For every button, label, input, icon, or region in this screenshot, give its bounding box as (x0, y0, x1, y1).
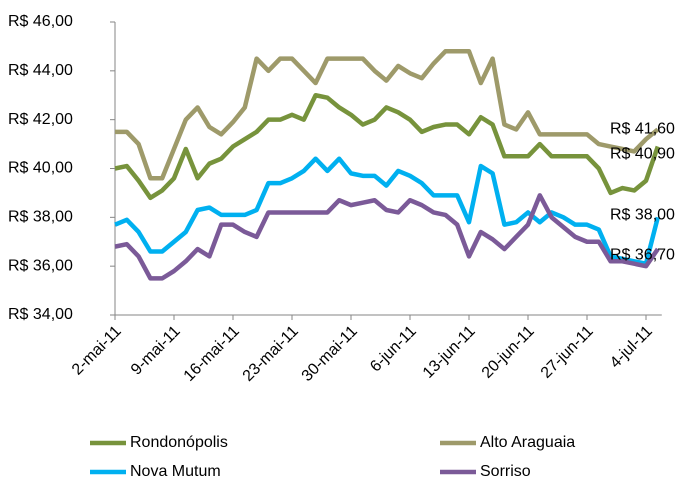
x-tick-label: 2-mai-11 (69, 323, 125, 379)
series-line (114, 156, 660, 266)
x-tick-label: 20-jun-11 (479, 323, 538, 382)
value-label: R$ 36,70 (610, 246, 675, 263)
y-tick-label: R$ 34,00 (8, 306, 73, 323)
y-tick-label: R$ 40,00 (8, 160, 73, 177)
value-label: R$ 38,00 (610, 207, 675, 224)
y-tick-label: R$ 36,00 (8, 257, 73, 274)
x-tick-label: 6-jun-11 (367, 323, 420, 376)
x-tick-label: 16-mai-11 (181, 323, 243, 385)
y-tick-label: R$ 38,00 (8, 209, 73, 226)
series-line (115, 49, 660, 181)
series-line (114, 193, 660, 281)
legend-label: Nova Mutum (130, 463, 221, 480)
legend-label: Alto Araguaia (480, 434, 575, 451)
x-tick-label: 13-jun-11 (420, 323, 479, 382)
x-tick-label: 9-mai-11 (128, 323, 184, 379)
x-tick-label: 23-mai-11 (240, 323, 302, 385)
y-tick-label: R$ 46,00 (8, 13, 73, 30)
series-line (114, 93, 660, 201)
legend-label: Rondonópolis (130, 434, 228, 451)
value-label: R$ 40,90 (610, 146, 675, 163)
legend-label: Sorriso (480, 463, 531, 480)
y-tick-label: R$ 44,00 (8, 62, 73, 79)
x-tick-label: 30-mai-11 (299, 323, 361, 385)
x-tick-label: 4-jul-11 (607, 323, 656, 372)
y-tick-label: R$ 42,00 (8, 111, 73, 128)
x-tick-label: 27-jun-11 (538, 323, 597, 382)
value-label: R$ 41,60 (610, 121, 675, 138)
